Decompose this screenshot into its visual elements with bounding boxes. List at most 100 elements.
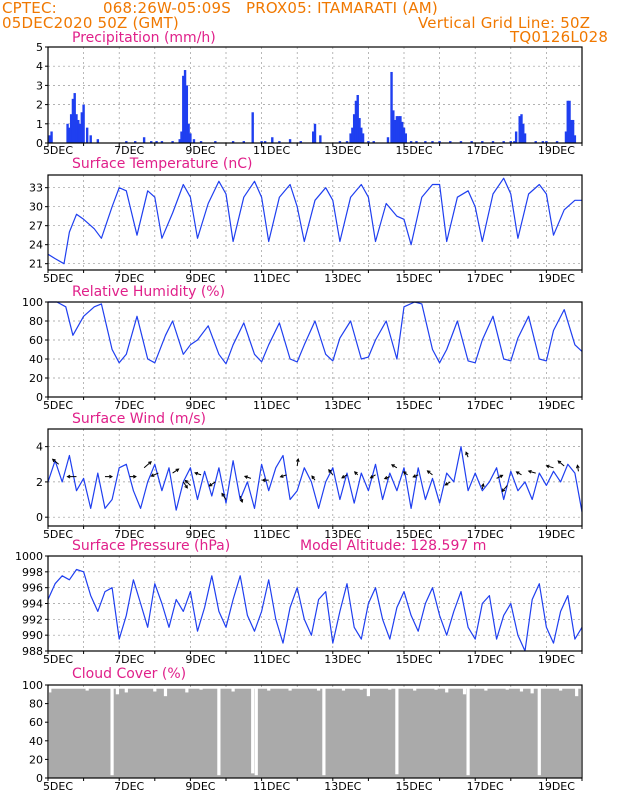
wind-arrow (182, 481, 188, 489)
wind-arrow-head (501, 488, 506, 493)
precip-bar (372, 141, 375, 143)
x-tick-label: 5DEC (43, 780, 73, 793)
cloud-gap (267, 686, 271, 691)
precip-bar (352, 114, 356, 143)
series-line (48, 301, 583, 365)
cloud-gap (217, 686, 221, 776)
precip-bar (424, 141, 427, 143)
y-tick-label: 1 (36, 118, 43, 131)
y-tick-label: 40 (29, 735, 43, 748)
precip-bar (345, 141, 349, 143)
wind-arrow-head (148, 461, 152, 465)
cloud-gap (484, 686, 488, 691)
y-tick-label: 60 (29, 716, 43, 729)
wind-arrow (194, 472, 202, 476)
precip-bar (401, 121, 404, 143)
cloud-gap (115, 686, 120, 695)
panel-title: Relative Humidity (%) (72, 284, 225, 300)
cloud-area (49, 688, 581, 778)
precip-bar (231, 141, 235, 143)
x-tick-label: 15DEC (395, 272, 432, 285)
cloud-gap (185, 686, 189, 693)
precip-bar (354, 100, 358, 143)
precip-bar (96, 139, 100, 143)
y-tick-label: 60 (29, 334, 43, 347)
precip-bar (187, 123, 190, 143)
precip-bar (299, 141, 302, 143)
wind-arrow (557, 460, 565, 467)
precip-bar (360, 127, 363, 143)
y-tick-label: 988 (22, 645, 43, 658)
wind-arrow-head (184, 484, 188, 489)
wind-arrow-head (51, 458, 56, 463)
y-tick-label: 80 (29, 315, 43, 328)
x-tick-label: 15DEC (395, 399, 432, 412)
wind-arrow-head (383, 475, 388, 480)
precip-bar (180, 131, 183, 143)
precip-bar (271, 137, 274, 143)
y-tick-label: 3 (36, 79, 43, 92)
wind-arrow (172, 468, 179, 474)
panel-frame (47, 174, 583, 271)
precip-bar (534, 141, 537, 143)
x-tick-label: 7DEC (114, 780, 144, 793)
x-tick-label: 17DEC (467, 144, 504, 157)
precip-bar (415, 141, 418, 143)
precip-bar (358, 118, 361, 143)
precip-bar (155, 141, 158, 143)
wind-arrow-head (499, 474, 504, 479)
precip-bar (185, 85, 189, 143)
x-tick-label: 13DEC (324, 144, 361, 157)
precip-bar (566, 100, 569, 143)
x-tick-label: 11DEC (253, 780, 290, 793)
precip-bar (68, 127, 71, 143)
y-tick-label: 27 (29, 220, 43, 233)
panel-title: Surface Wind (m/s) (72, 411, 206, 427)
y-tick-label: 1000 (15, 550, 43, 563)
precip-bar (502, 141, 505, 143)
precip-bar (351, 127, 354, 143)
wind-arrow-head (402, 471, 407, 475)
cloud-gap (288, 686, 292, 691)
x-tick-label: 11DEC (253, 528, 290, 541)
precip-bar (568, 100, 571, 143)
cloud-gap (231, 686, 235, 692)
wind-arrow-head (66, 474, 71, 479)
x-tick-label: 19DEC (538, 528, 575, 541)
precip-bar (77, 119, 80, 143)
precip-bar (522, 123, 525, 143)
y-tick-label: 0 (36, 511, 43, 524)
y-tick-label: 4 (36, 441, 43, 454)
y-tick-label: 40 (29, 353, 43, 366)
wind-arrow-head (353, 471, 358, 475)
wind-arrow-head (412, 474, 417, 478)
x-tick-label: 9DEC (185, 528, 215, 541)
precip-bar (178, 139, 181, 143)
precip-bar (392, 110, 395, 143)
precip-bar (319, 135, 322, 143)
precip-bar (459, 141, 463, 143)
y-tick-label: 100 (22, 679, 43, 692)
precip-bar (171, 141, 174, 143)
wind-arrow (209, 481, 216, 487)
wind-arrow-head (390, 464, 395, 468)
precip-bar (75, 114, 78, 143)
x-tick-label: 5DEC (43, 528, 73, 541)
precip-bar (404, 133, 407, 143)
precip-bar (71, 98, 75, 143)
panel-title: Precipitation (mm/h) (72, 30, 216, 46)
precip-bar (518, 116, 521, 143)
x-tick-label: 7DEC (114, 399, 144, 412)
x-tick-label: 9DEC (185, 780, 215, 793)
wind-arrow-head (150, 473, 155, 477)
precip-bar (199, 141, 203, 143)
panel-frame (47, 684, 583, 779)
wind-arrow-head (328, 469, 332, 473)
wind-arrow-head (239, 498, 244, 504)
precip-bar (242, 141, 245, 143)
wind-arrow (244, 475, 252, 479)
x-tick-label: 15DEC (395, 528, 432, 541)
cloud-gap (388, 686, 392, 690)
x-tick-label: 7DEC (114, 653, 144, 666)
